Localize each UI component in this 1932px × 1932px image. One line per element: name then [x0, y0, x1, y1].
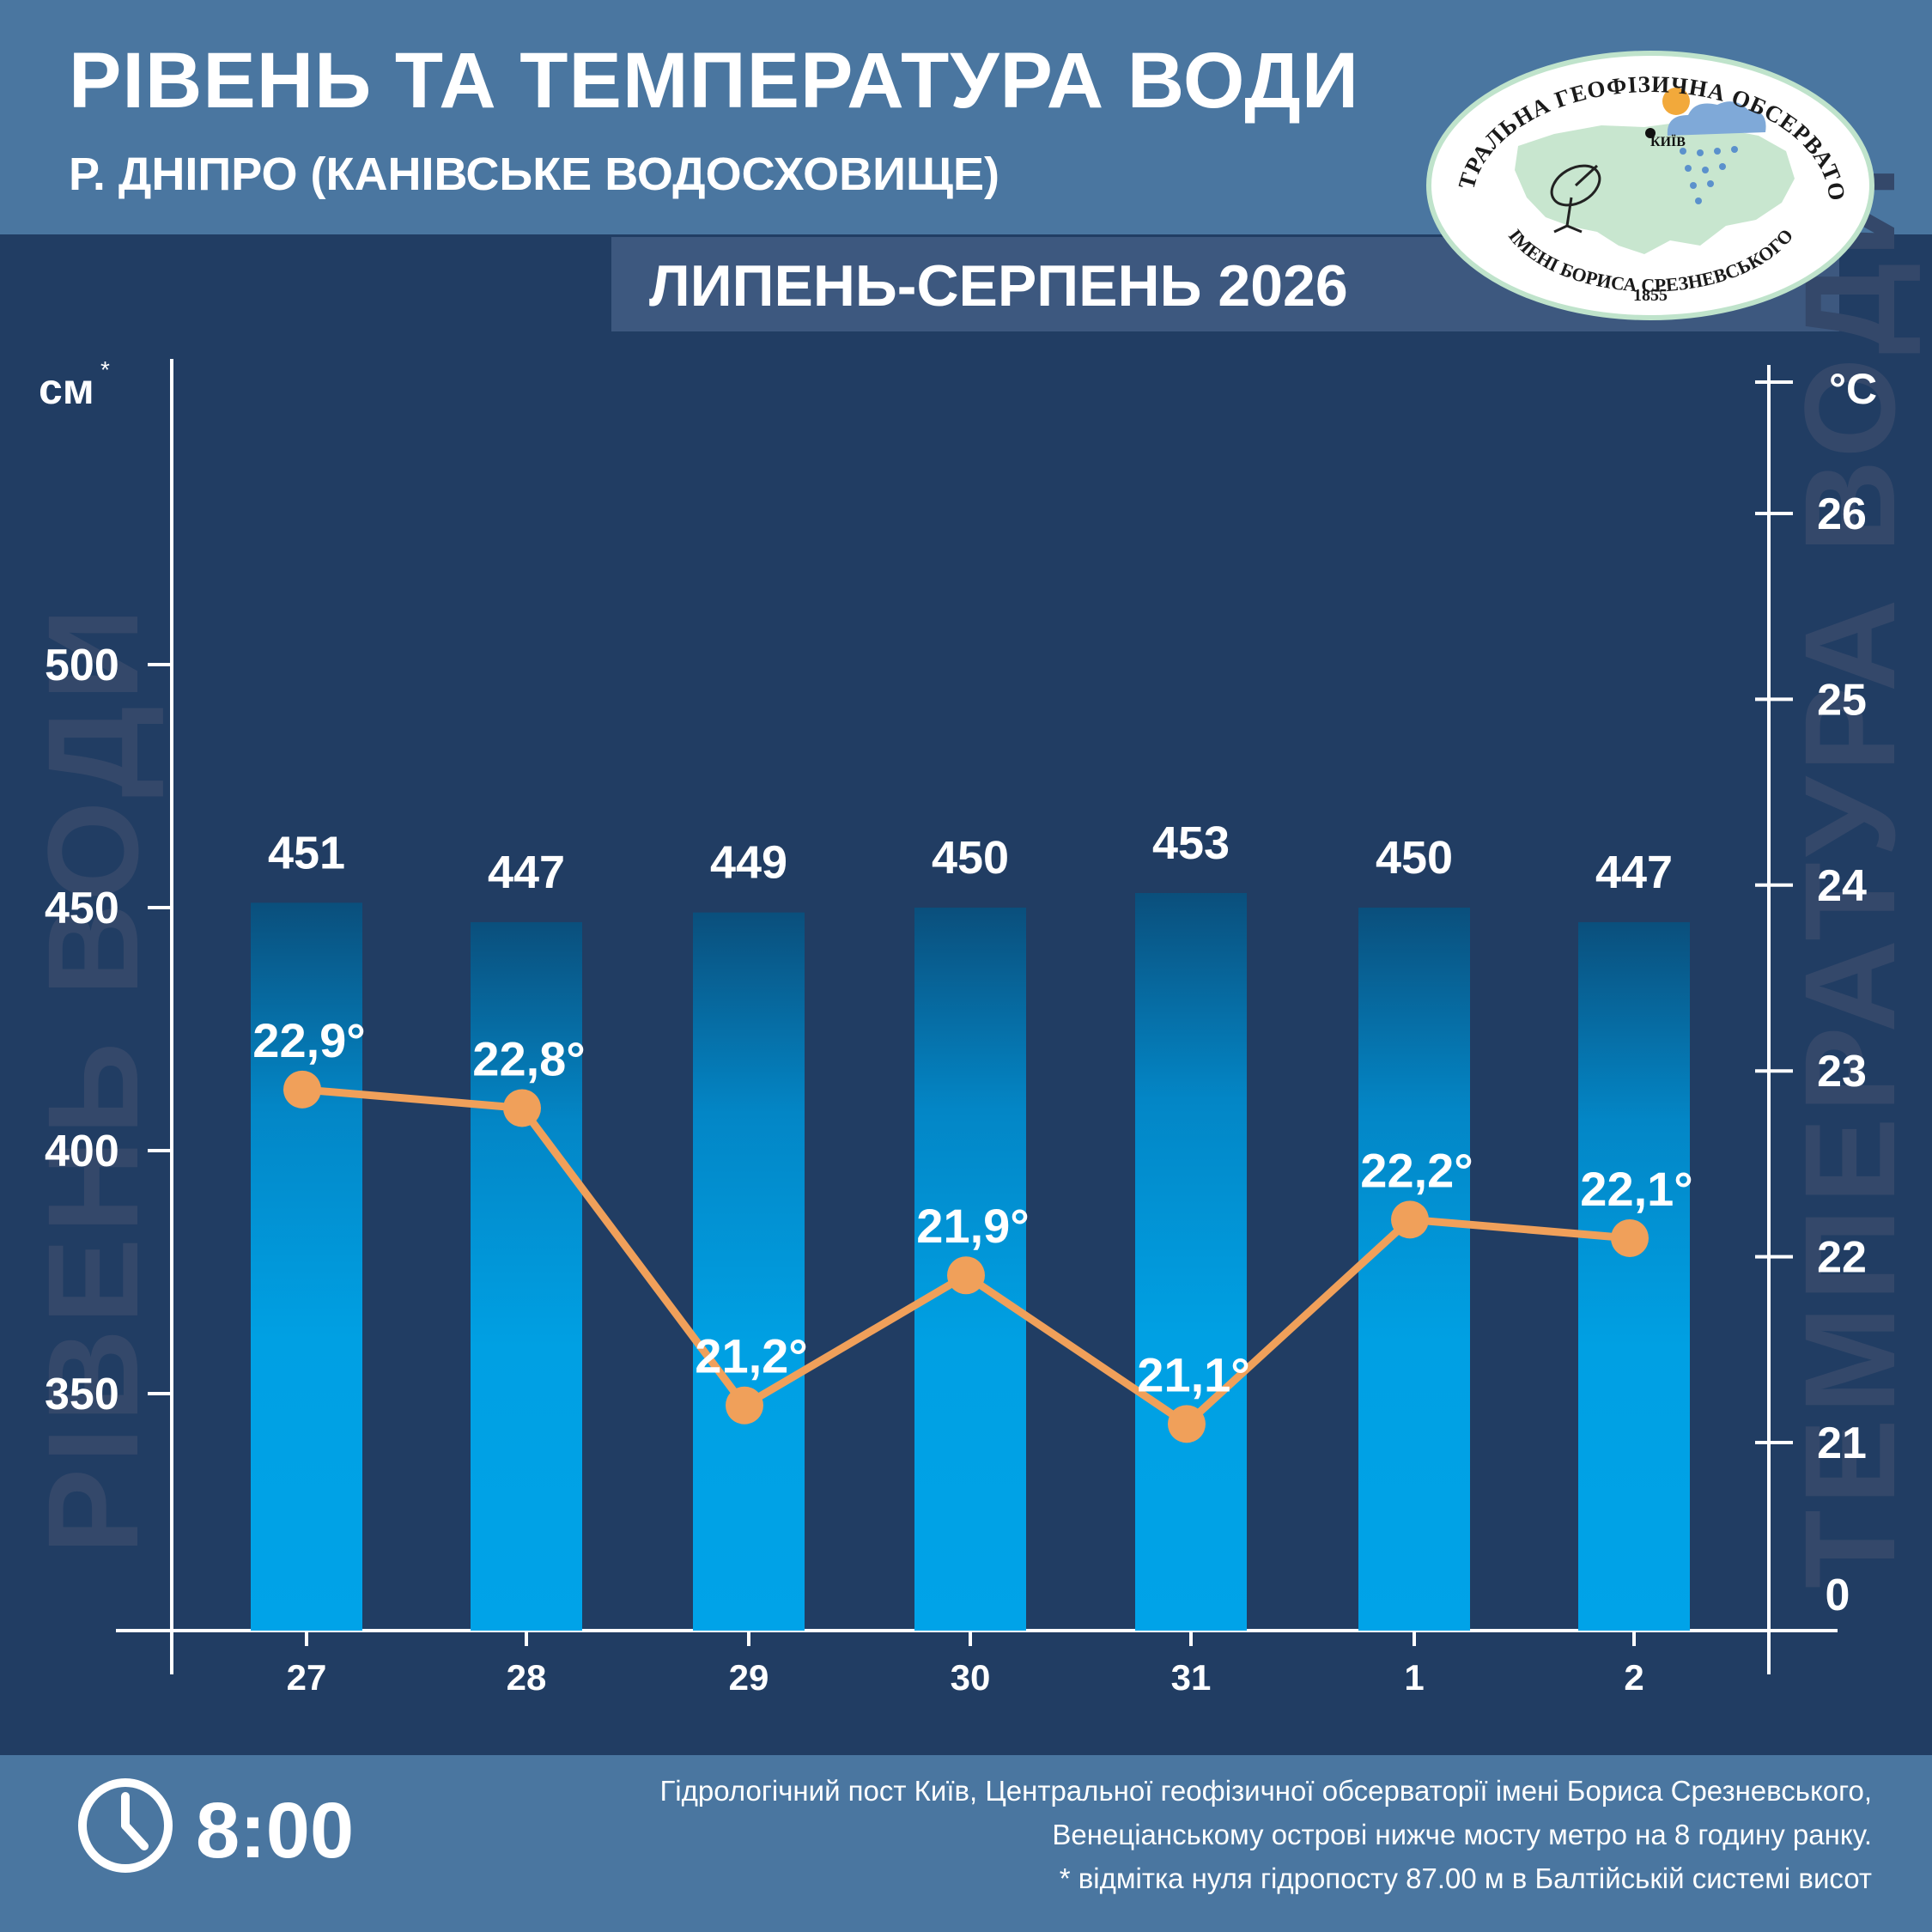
temperature-value-label: 21,1° [1137, 1347, 1249, 1401]
logo-year: 1855 [1633, 286, 1668, 305]
footer-note-line1: Гідрологічний пост Київ, Центральної гео… [659, 1775, 1872, 1807]
ukraine-map-icon [1515, 122, 1795, 254]
temperature-point [1391, 1200, 1429, 1239]
x-tick-label: 27 [287, 1657, 327, 1698]
x-tick-label: 31 [1171, 1657, 1212, 1698]
level-value-label: 447 [1595, 847, 1673, 898]
temperature-value-label: 22,2° [1360, 1143, 1473, 1197]
level-value-label: 449 [710, 837, 787, 889]
level-bar [1358, 908, 1470, 1631]
period-label: ЛИПЕНЬ-СЕРПЕНЬ 2026 [649, 253, 1348, 319]
level-watermark: РІВЕНЬ ВОДИ [21, 603, 165, 1554]
logo-city: КИЇВ [1650, 134, 1686, 149]
observation-time: 8:00 [196, 1787, 355, 1874]
level-bar [1135, 893, 1247, 1631]
level-temperature-chart: РІВЕНЬ ВОДИ ТЕМПЕРАТУРА ВОДИ см * °C 350 400 4… [21, 160, 1922, 1698]
footer-notes: Гідрологічний пост Київ, Центральної гео… [659, 1769, 1872, 1900]
temperature-watermark: ТЕМПЕРАТУРА ВОДИ [1777, 160, 1922, 1589]
clock-icon [78, 1778, 173, 1873]
kyiv-dot [1645, 128, 1656, 138]
level-value-label: 450 [932, 832, 1009, 884]
temperature-tick-label: 22 [1817, 1233, 1867, 1283]
level-unit-mark: * [100, 356, 110, 383]
x-tick-label: 30 [951, 1657, 991, 1698]
rain-icon [1680, 146, 1738, 204]
level-bar [693, 912, 805, 1631]
level-tick-label: 400 [45, 1127, 119, 1176]
satellite-dish-icon [1550, 164, 1601, 234]
temperature-value-label: 21,9° [916, 1199, 1029, 1253]
sun-icon [1662, 88, 1690, 115]
x-tick-label: 28 [507, 1657, 547, 1698]
temperature-value-label: 22,1° [1580, 1162, 1692, 1216]
cloud-icon [1667, 101, 1766, 136]
temperature-point [503, 1089, 541, 1127]
page-title: РІВЕНЬ ТА ТЕМПЕРАТУРА ВОДИ [69, 37, 1359, 125]
temperature-value-label: 21,2° [695, 1329, 807, 1383]
level-value-label: 451 [268, 827, 345, 878]
level-value-label: 447 [488, 847, 565, 898]
footer-note-line2: Венеціанському острові нижче мосту метро… [1052, 1819, 1872, 1850]
temperature-value-label: 22,9° [252, 1013, 365, 1067]
x-tick-label: 1 [1404, 1657, 1424, 1698]
level-unit-label: см [39, 365, 94, 413]
footer-note-line3: * відмітка нуля гідропосту 87.00 м в Бал… [1059, 1862, 1872, 1894]
temperature-zero-label: 0 [1826, 1571, 1850, 1620]
x-tick-label: 2 [1624, 1657, 1643, 1698]
level-tick-label: 500 [45, 641, 119, 690]
temperature-tick-label: 25 [1817, 675, 1867, 725]
level-tick-label: 350 [45, 1370, 119, 1419]
temperature-point [283, 1070, 321, 1109]
level-bar [1578, 921, 1690, 1631]
temperature-point [947, 1256, 985, 1295]
level-tick-label: 450 [45, 884, 119, 933]
page-subtitle: Р. ДНІПРО (КАНІВСЬКЕ ВОДОСХОВИЩЕ) [69, 149, 1000, 200]
temperature-point [726, 1386, 763, 1425]
level-value-label: 453 [1152, 817, 1230, 869]
temperature-unit-label: °C [1829, 365, 1877, 413]
footer-band [0, 1755, 1932, 1932]
x-tick-label: 29 [729, 1657, 769, 1698]
temperature-tick-label: 21 [1817, 1419, 1867, 1468]
temperature-point [1611, 1218, 1649, 1257]
level-bar [251, 902, 362, 1631]
observatory-logo: ЦЕНТРАЛЬНА ГЕОФІЗИЧНА ОБСЕРВАТОРІЯ КИЇВ … [1425, 50, 1874, 320]
temperature-tick-label: 24 [1817, 861, 1867, 911]
temperature-point [1168, 1405, 1206, 1443]
level-value-label: 450 [1376, 832, 1453, 884]
temperature-value-label: 22,8° [472, 1031, 585, 1085]
level-bar [471, 921, 582, 1631]
temperature-tick-label: 23 [1817, 1047, 1867, 1097]
temperature-tick-label: 26 [1817, 489, 1867, 539]
